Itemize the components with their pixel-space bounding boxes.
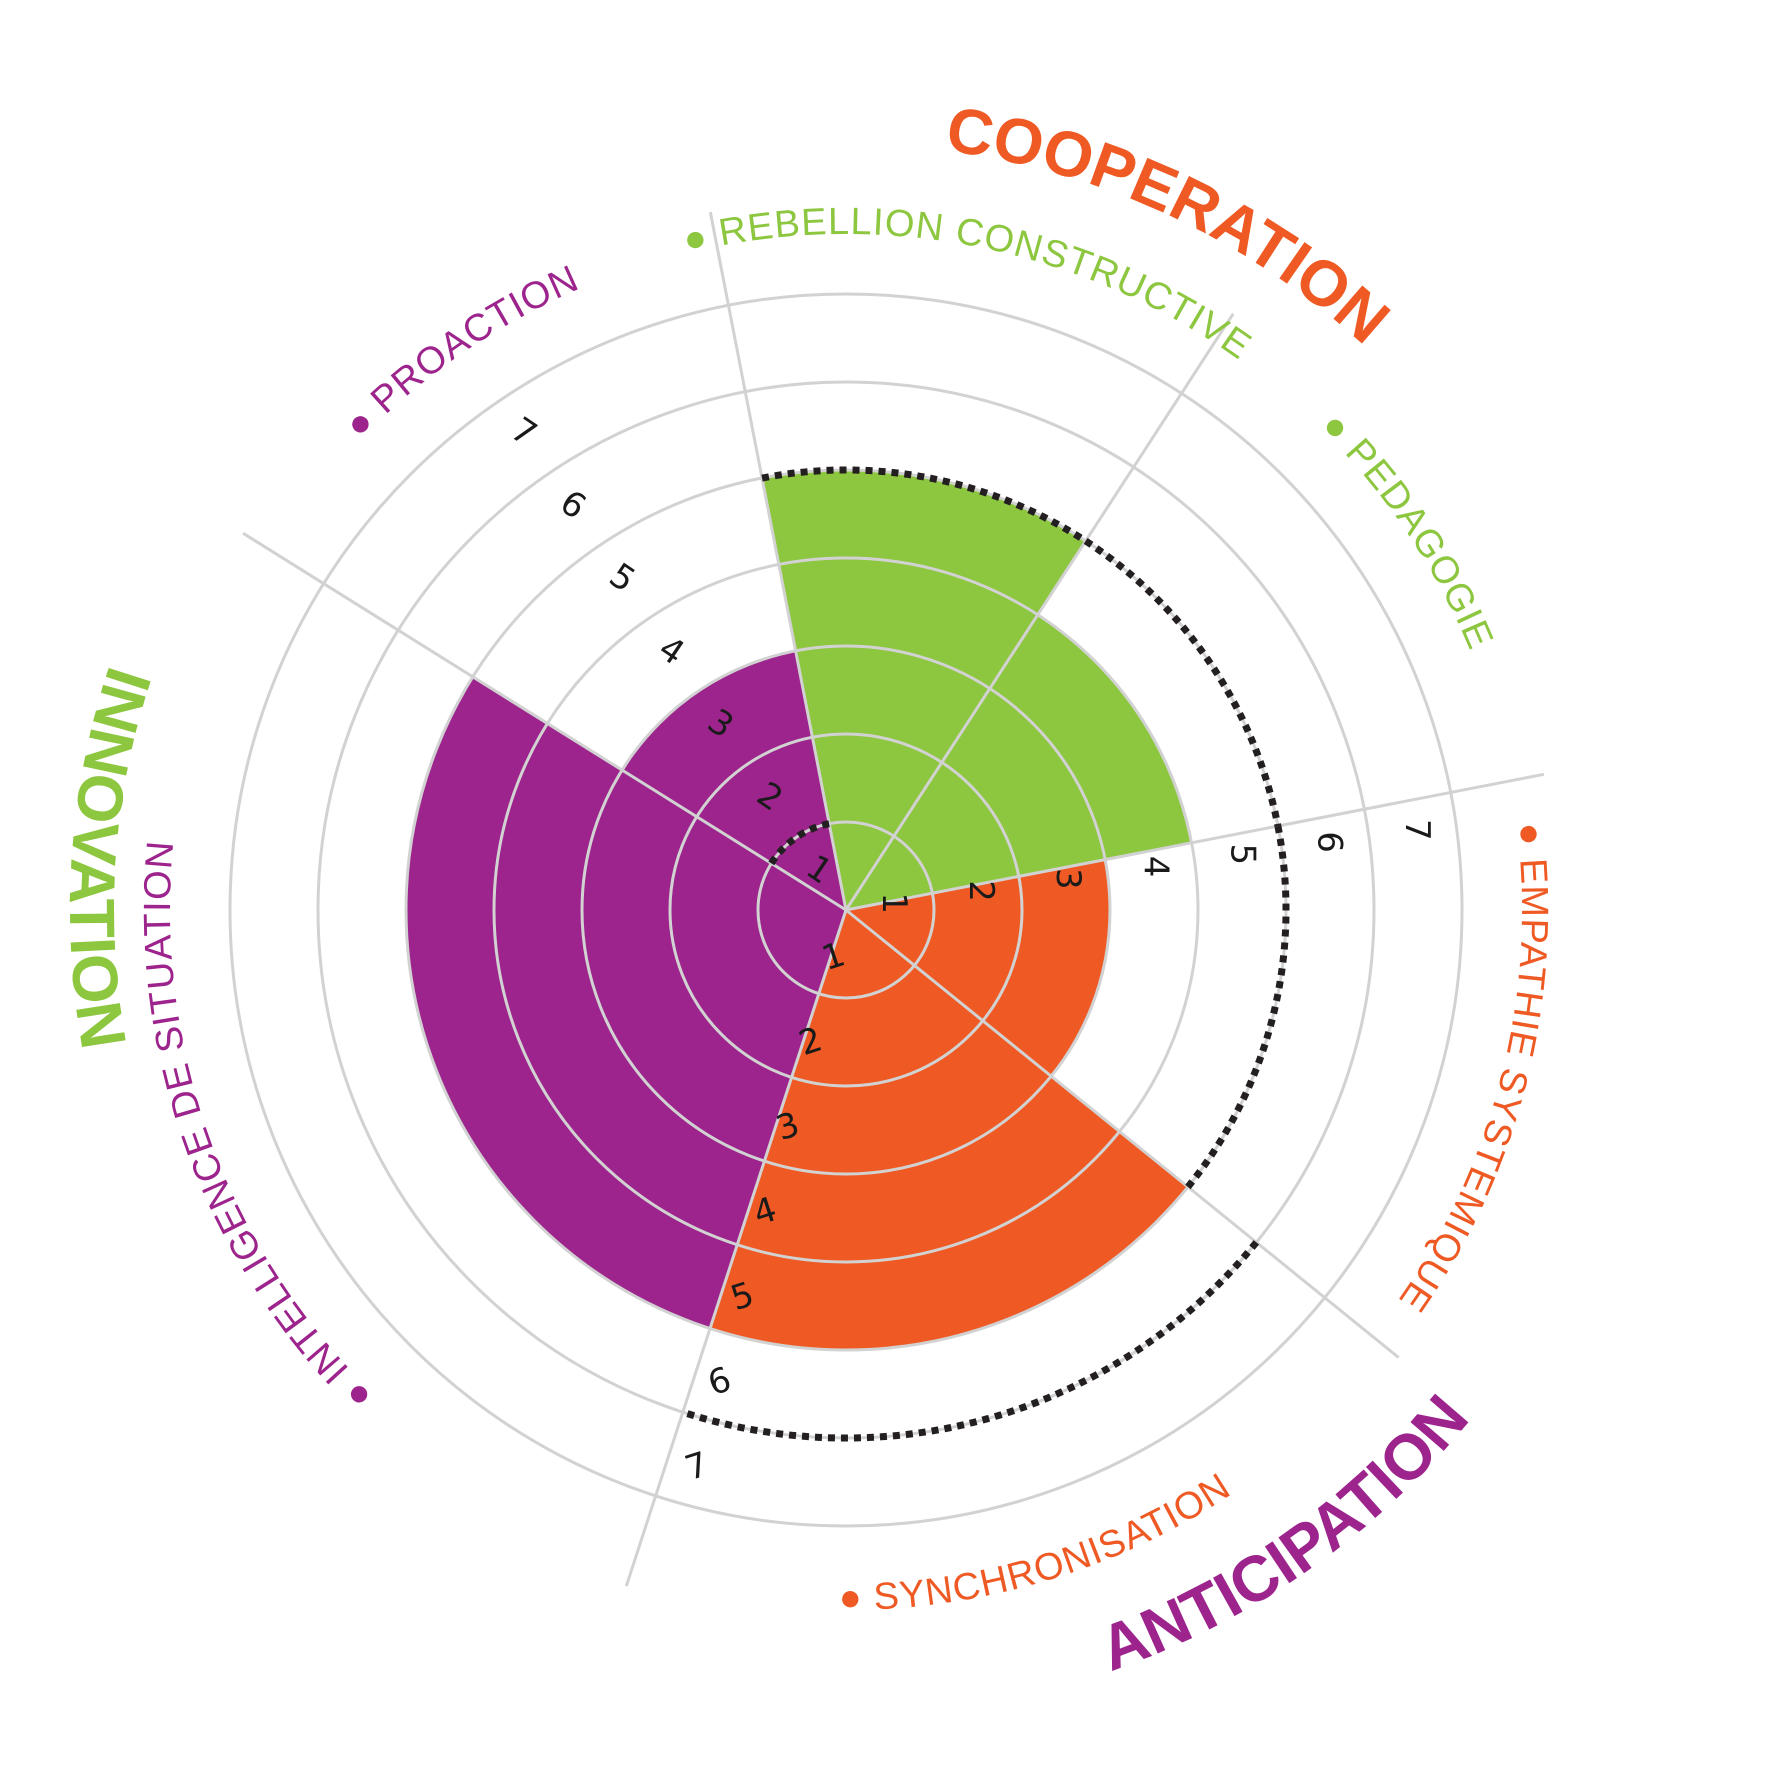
spoke-5 (844, 312, 1235, 911)
spoke-0 (845, 772, 1545, 912)
reference-arc-pedagogie (1083, 538, 1282, 827)
spoke-1 (845, 908, 1400, 1359)
tick-label-0-2: 2 (961, 880, 1001, 902)
sector-label-empathie-systemique: ● EMPATHIE SYSTEMIQUE (1390, 820, 1555, 1319)
tick-label-0-3: 3 (1048, 868, 1088, 890)
spoke-3 (242, 531, 847, 912)
sector-fills (405, 470, 1192, 1350)
reference-arc-empathie-systemique (1185, 825, 1290, 1190)
tick-label-1-5: 5 (602, 555, 642, 600)
tick-label-0-6: 6 (1310, 831, 1350, 853)
sector-label-pedagogie: ● PEDAGOGIE (1313, 404, 1501, 655)
tick-label-1-7: 7 (504, 410, 544, 455)
spoke-4 (708, 211, 848, 911)
reference-arcs (681, 466, 1290, 1442)
tick-label-0-4: 4 (1135, 856, 1175, 878)
reference-arc-rebellion-constructive (761, 466, 1088, 544)
sector-intelligence-de-situation (405, 676, 846, 1329)
tick-label-2-7: 7 (680, 1444, 713, 1489)
tick-label-1-6: 6 (553, 482, 593, 527)
tick-label-1-4: 4 (651, 628, 691, 673)
grid-ring-4 (492, 556, 1200, 1264)
sector-label-intelligence-de-situation: ● INTELLIGENCE DE SITUATION (137, 839, 381, 1418)
tick-label-0-7: 7 (1397, 819, 1437, 841)
tick-label-0-1: 1 (874, 892, 914, 914)
grid-ring-1 (756, 820, 936, 1000)
tick-label-2-6: 6 (703, 1359, 736, 1404)
sector-synchronisation (710, 910, 1188, 1350)
sector-empathie-systemique (846, 859, 1110, 1077)
tick-label-0-5: 5 (1223, 843, 1263, 865)
reference-arc-synchronisation (681, 1240, 1260, 1442)
spoke-2 (624, 909, 848, 1587)
grid-ring-7 (228, 292, 1464, 1528)
sector-rebellion-constructive (762, 470, 1086, 910)
grid-ring-3 (580, 644, 1112, 1176)
sector-pedagogie (846, 614, 1192, 910)
grid-ring-2 (668, 732, 1024, 1088)
sector-label-proaction: ● PROACTION (337, 258, 586, 447)
